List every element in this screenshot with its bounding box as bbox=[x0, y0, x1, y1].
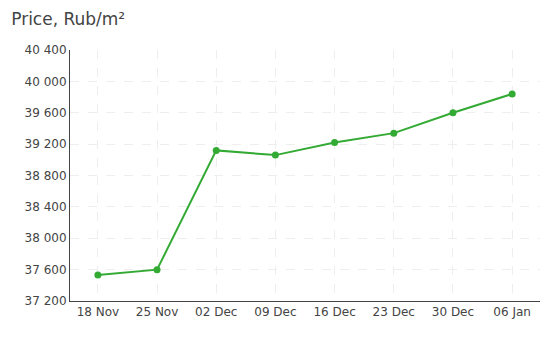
svg-text:38 000: 38 000 bbox=[25, 231, 67, 245]
svg-text:06 Jan: 06 Jan bbox=[493, 305, 531, 319]
svg-text:09 Dec: 09 Dec bbox=[254, 305, 296, 319]
svg-text:23 Dec: 23 Dec bbox=[373, 305, 415, 319]
svg-text:30 Dec: 30 Dec bbox=[432, 305, 474, 319]
svg-text:39 200: 39 200 bbox=[25, 137, 67, 151]
svg-text:39 600: 39 600 bbox=[25, 106, 67, 120]
svg-text:40 400: 40 400 bbox=[25, 43, 67, 57]
svg-text:16 Dec: 16 Dec bbox=[313, 305, 355, 319]
svg-text:38 400: 38 400 bbox=[25, 200, 67, 214]
svg-text:37 200: 37 200 bbox=[25, 294, 67, 308]
svg-text:38 800: 38 800 bbox=[25, 169, 67, 183]
svg-text:25 Nov: 25 Nov bbox=[136, 305, 179, 319]
svg-text:02 Dec: 02 Dec bbox=[195, 305, 237, 319]
svg-text:37 600: 37 600 bbox=[25, 263, 67, 277]
svg-text:Price, Rub/m²: Price, Rub/m² bbox=[11, 9, 125, 29]
svg-text:40 000: 40 000 bbox=[25, 75, 67, 89]
svg-text:18 Nov: 18 Nov bbox=[77, 305, 120, 319]
